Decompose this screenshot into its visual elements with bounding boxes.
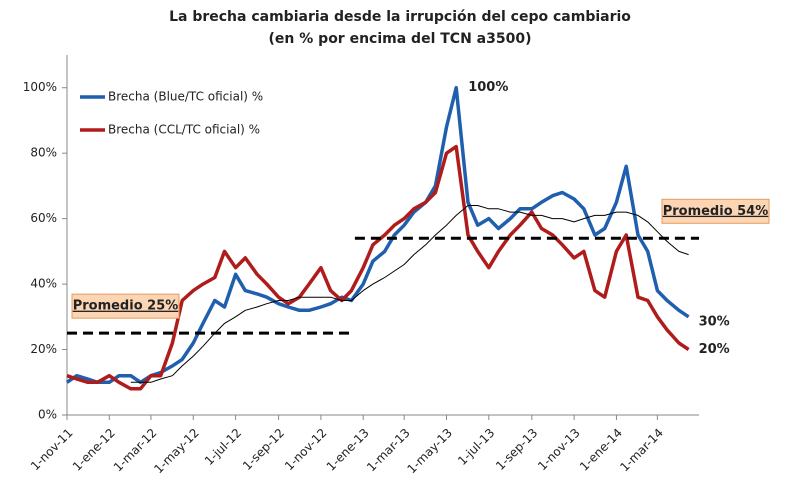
data-label: 100% — [468, 80, 508, 95]
chart-title: La brecha cambiaria desde la irrupción d… — [169, 9, 631, 25]
y-tick-label: 100% — [23, 80, 57, 94]
label-box — [71, 293, 180, 319]
legend-label: Brecha (Blue/TC oficial) % — [108, 90, 263, 104]
chart-subtitle: (en % por encima del TCN a3500) — [269, 31, 532, 47]
x-tick-label: 1-nov-12 — [282, 426, 330, 474]
average-label: Promedio 54% — [663, 204, 769, 219]
x-tick-label: 1-nov-11 — [28, 426, 76, 474]
x-tick-label: 1-ene-13 — [324, 426, 372, 474]
x-tick-label: 1-jul-12 — [202, 426, 244, 468]
data-label: 30% — [699, 314, 730, 329]
x-tick-label: 1-ene-14 — [577, 426, 625, 474]
x-tick-label: 1-may-13 — [405, 426, 456, 477]
x-tick-label: 1-ene-12 — [70, 426, 118, 474]
data-label: 20% — [699, 342, 730, 357]
x-tick-label: 1-nov-13 — [535, 426, 583, 474]
series-line — [130, 205, 689, 383]
y-tick-label: 0% — [38, 408, 57, 422]
x-tick-label: 1-jul-13 — [455, 426, 497, 468]
series-line — [66, 144, 690, 391]
x-tick-label: 1-mar-14 — [617, 426, 666, 475]
series-line — [66, 85, 690, 385]
y-tick-label: 20% — [30, 342, 57, 356]
x-tick-label: 1-sep-12 — [240, 426, 287, 473]
y-tick-label: 40% — [30, 277, 57, 291]
legend-label: Brecha (CCL/TC oficial) % — [108, 123, 260, 137]
x-tick-label: 1-may-12 — [151, 426, 202, 477]
average-label: Promedio 25% — [73, 299, 179, 314]
y-tick-label: 80% — [30, 146, 57, 160]
label-box — [661, 198, 770, 224]
x-tick-label: 1-sep-13 — [493, 426, 540, 473]
y-tick-label: 60% — [30, 211, 57, 225]
